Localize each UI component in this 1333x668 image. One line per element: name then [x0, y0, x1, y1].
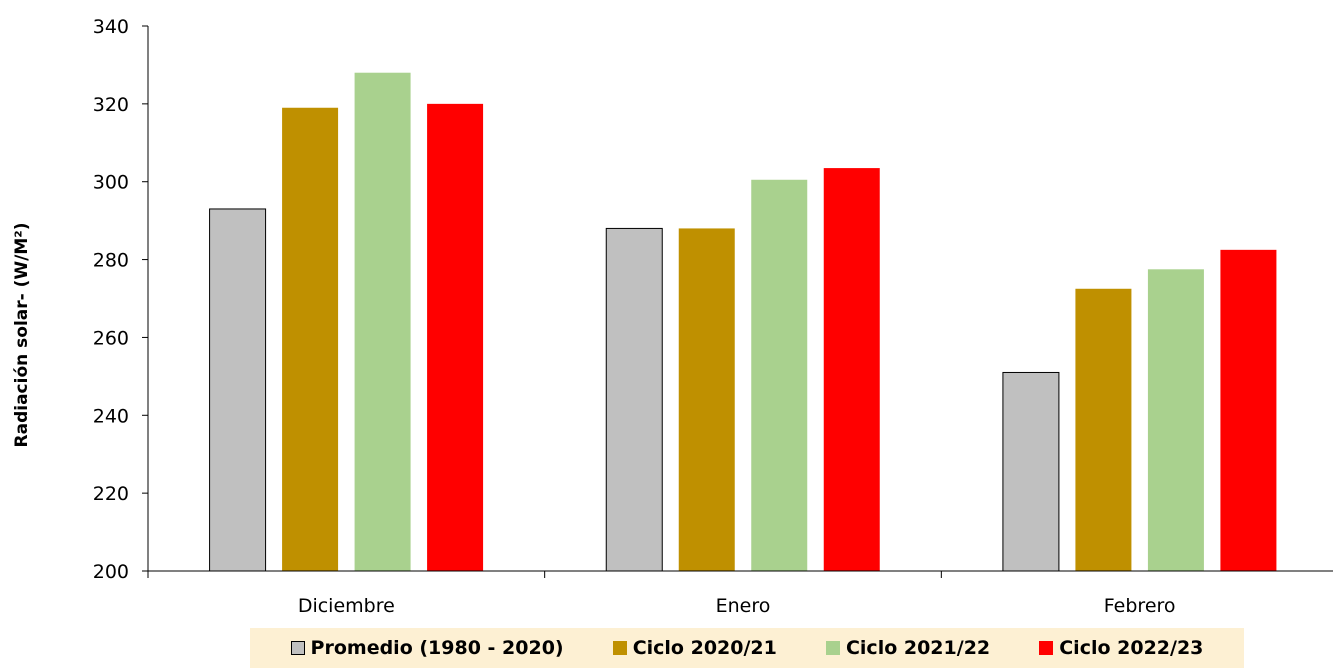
bar — [1002, 371, 1060, 572]
legend-swatch — [612, 641, 627, 655]
legend-item: Promedio (1980 - 2020) — [290, 637, 564, 659]
x-category-label: Febrero — [1104, 595, 1176, 617]
bar — [823, 168, 880, 571]
x-category-label: Diciembre — [298, 595, 395, 617]
y-axis-label: Radiación solar- (W/M²) — [12, 223, 32, 448]
axes-group: 200 220 240 260 280 300 320 340 Diciembre Enero Fe… — [93, 16, 1333, 617]
bar — [1147, 269, 1204, 571]
legend: Promedio (1980 - 2020) Ciclo 2020/21 Ciclo… — [250, 628, 1244, 668]
bar — [1220, 249, 1277, 571]
legend-label: Ciclo 2021/22 — [845, 637, 991, 659]
bar — [1075, 288, 1132, 571]
bar — [282, 107, 339, 571]
bar — [751, 179, 808, 571]
bar — [678, 228, 735, 571]
legend-swatch — [290, 641, 305, 655]
y-tick-label: 320 — [93, 94, 129, 116]
y-tick-label: 300 — [93, 172, 129, 194]
bar — [605, 227, 663, 572]
bars-group — [209, 72, 1277, 572]
legend-item: Ciclo 2022/23 — [1039, 637, 1203, 659]
legend-label: Promedio (1980 - 2020) — [310, 637, 564, 659]
y-tick-label: 260 — [93, 327, 129, 349]
legend-label: Ciclo 2020/21 — [632, 637, 777, 659]
y-tick-label: 280 — [93, 250, 129, 272]
y-tick-label: 340 — [93, 16, 129, 38]
y-tick-label: 200 — [93, 561, 129, 583]
legend-swatch — [825, 641, 840, 655]
legend-item: Ciclo 2020/21 — [612, 637, 777, 659]
bar — [427, 103, 484, 571]
legend-item: Ciclo 2021/22 — [825, 637, 991, 659]
y-tick-label: 220 — [93, 483, 129, 505]
legend-label: Ciclo 2022/23 — [1059, 637, 1204, 659]
bar — [354, 72, 411, 571]
y-tick-label: 240 — [93, 405, 129, 427]
legend-swatch — [1039, 641, 1054, 655]
bar-chart: Radiación solar- (W/M²) 200 220 240 260 280 3… — [12, 16, 1333, 617]
x-category-label: Enero — [716, 595, 771, 617]
bar — [209, 208, 267, 572]
